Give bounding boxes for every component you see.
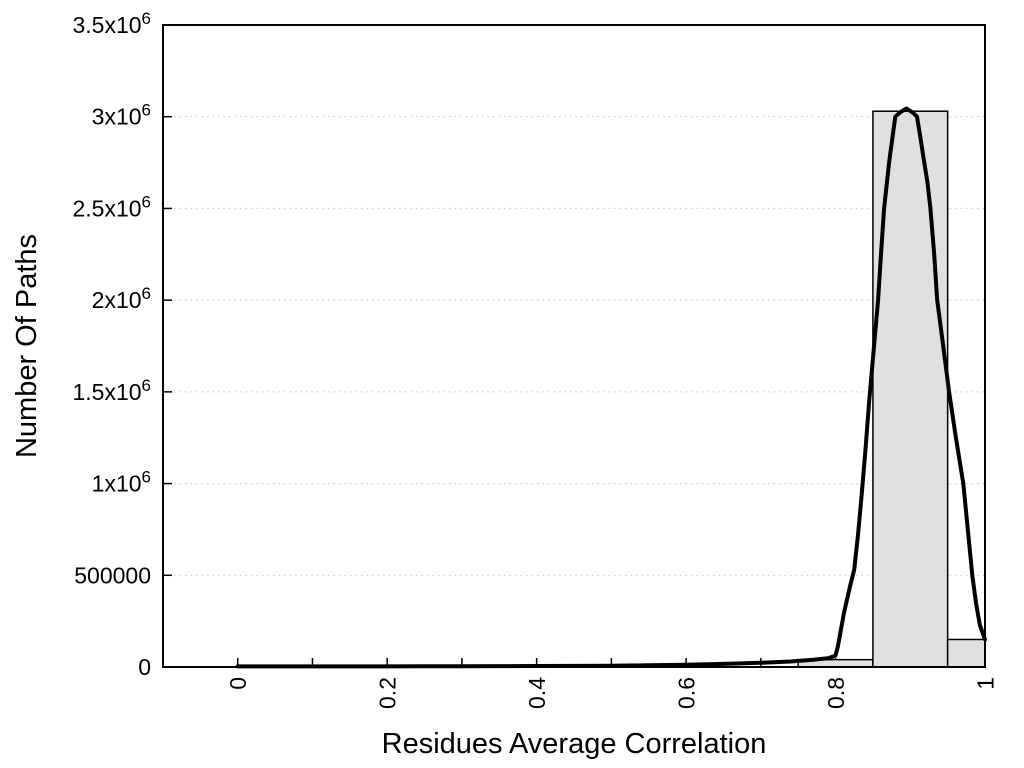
- x-tick-label-group: 0.6: [674, 677, 700, 709]
- x-tick-label: 1: [973, 677, 999, 690]
- x-tick-label-group: 0.4: [524, 677, 550, 709]
- x-tick-label-group: 1: [973, 677, 999, 690]
- x-tick-label-group: 0: [225, 677, 251, 690]
- y-axis-title: Number Of Paths: [11, 234, 43, 458]
- x-tick-label: 0.8: [823, 677, 849, 709]
- y-tick-label: 0: [138, 654, 151, 680]
- x-tick-label: 0.2: [375, 677, 401, 709]
- y-tick-label: 1x106: [92, 468, 151, 497]
- y-tick-label: 500000: [74, 562, 151, 588]
- y-tick-label: 3x106: [92, 101, 151, 130]
- x-tick-label: 0.6: [674, 677, 700, 709]
- histogram-bar: [946, 638, 986, 668]
- x-tick-label: 0.4: [524, 677, 550, 709]
- y-tick-label: 2.5x106: [72, 192, 151, 221]
- x-tick-label-group: 0.2: [375, 677, 401, 709]
- y-axis-title-group: Number Of Paths: [11, 234, 43, 458]
- x-tick-label: 0: [225, 677, 251, 690]
- plot-border: [162, 24, 986, 668]
- y-tick-label: 3.5x106: [72, 9, 151, 38]
- fit-curve: [235, 106, 987, 669]
- x-axis-title: Residues Average Correlation: [382, 728, 767, 760]
- y-tick-label: 1.5x106: [72, 376, 151, 405]
- x-tick-label-group: 0.8: [823, 677, 849, 709]
- y-tick-label: 2x106: [92, 284, 151, 313]
